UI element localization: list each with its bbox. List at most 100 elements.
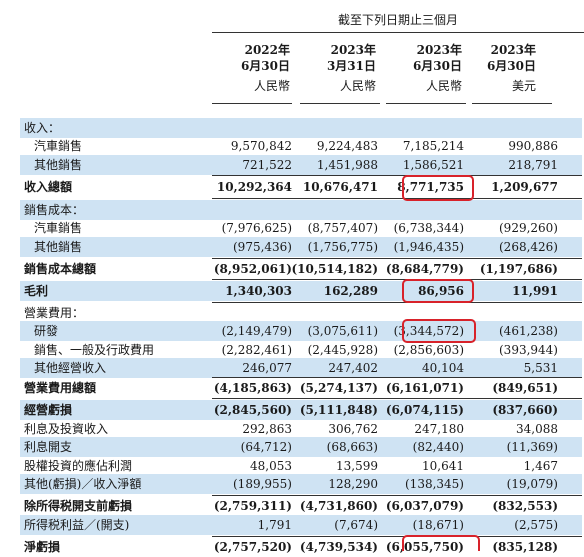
cell-value: (2,575)	[514, 518, 558, 532]
table-row: 所得税利益／(開支) 1,791 (7,674) (18,671) (2,575…	[20, 515, 582, 535]
cell-value: 10,292,364	[216, 180, 292, 194]
column-header-rule	[472, 103, 552, 104]
cell-value: (268,426)	[499, 240, 558, 254]
cell-value: (5,274,137)	[299, 381, 378, 395]
cell-value: (8,757,407)	[307, 221, 378, 235]
row-label: 利息開支	[24, 440, 73, 454]
row-label: 股權投資的應佔利潤	[24, 459, 133, 473]
cell-value: 306,762	[328, 422, 378, 436]
section-header-cost-of-sales: 銷售成本：	[20, 200, 582, 220]
cell-value: (461,238)	[499, 324, 558, 338]
cell-value: (5,111,848)	[299, 403, 378, 417]
period-header: 截至下列日期止三個月	[337, 13, 458, 27]
column-header-rule	[212, 103, 292, 104]
row-label: 其他(虧損)／收入淨額	[24, 477, 142, 491]
table-row: 股權投資的應佔利潤 48,053 13,599 10,641 1,467	[20, 456, 582, 476]
cell-value: (138,345)	[405, 477, 464, 491]
subtotal-rule	[212, 377, 582, 378]
cell-value: (837,660)	[492, 403, 558, 417]
cell-value: 8,771,735	[397, 180, 464, 194]
cell-value: (8,952,061)	[213, 262, 292, 276]
column-header-4: 2023年 6月30日 美元	[472, 42, 536, 100]
subtotal-rule	[212, 175, 582, 176]
cell-value: 13,599	[336, 459, 378, 473]
cell-value: (4,185,863)	[213, 381, 292, 395]
row-label: 經營虧損	[24, 403, 73, 417]
table-row: 銷售、一般及行政費用 (2,282,461) (2,445,928) (2,85…	[20, 340, 582, 360]
column-date: 6月30日	[412, 59, 462, 73]
table-row-net-loss: 淨虧損 (2,757,520) (4,739,534) (6,055,750) …	[20, 537, 582, 557]
row-label: 所得税利益／(開支)	[24, 518, 130, 532]
column-currency: 人民幣	[425, 79, 462, 93]
table-row-loss-before-tax: 除所得税開支前虧損 (2,759,311) (4,731,860) (6,037…	[20, 496, 582, 516]
cell-value: (19,079)	[506, 477, 558, 491]
cell-value: (832,553)	[492, 499, 558, 513]
column-header-3: 2023年 6月30日 人民幣	[386, 42, 462, 100]
column-date: 6月30日	[240, 59, 290, 73]
cell-value: 218,791	[508, 158, 558, 172]
cell-value: 1,209,677	[491, 180, 558, 194]
cell-value: (3,344,572)	[393, 324, 464, 338]
table-row-total: 收入總額 10,292,364 10,676,471 8,771,735 1,2…	[20, 177, 582, 197]
row-label: 除所得税開支前虧損	[24, 499, 133, 513]
cell-value: (6,738,344)	[393, 221, 464, 235]
cell-value: 9,570,842	[230, 139, 292, 153]
section-header-revenue: 收入：	[20, 118, 582, 138]
table-row: 研發 (2,149,479) (3,075,611) (3,344,572) (…	[20, 321, 582, 341]
row-label: 淨虧損	[24, 540, 61, 554]
row-label: 收入總額	[24, 180, 73, 194]
cell-value: 7,185,214	[402, 139, 464, 153]
row-label: 研發	[34, 324, 59, 338]
subtotal-rule	[212, 495, 582, 496]
column-year: 2023年	[330, 43, 376, 57]
cell-value: 1,791	[257, 518, 292, 532]
column-year: 2022年	[244, 43, 290, 57]
table-row-total: 銷售成本總額 (8,952,061) (10,514,182) (8,684,7…	[20, 259, 582, 279]
cell-value: 10,676,471	[302, 180, 378, 194]
cell-value: (835,128)	[492, 540, 558, 554]
table-row: 其他銷售 721,522 1,451,988 1,586,521 218,791	[20, 155, 582, 175]
cell-value: 40,104	[422, 361, 464, 375]
cell-value: 990,886	[508, 139, 558, 153]
cell-value: 246,077	[242, 361, 292, 375]
total-rule	[212, 198, 582, 199]
table-row-operating-loss: 經營虧損 (2,845,560) (5,111,848) (6,074,115)…	[20, 400, 582, 420]
row-label: 利息及投資收入	[24, 422, 109, 436]
column-currency: 人民幣	[339, 79, 376, 93]
cell-value: (6,161,071)	[385, 381, 464, 395]
cell-value: (2,845,560)	[213, 403, 292, 417]
table-row-gross-profit: 毛利 1,340,303 162,289 86,956 11,991	[20, 281, 582, 301]
cell-value: (10,514,182)	[291, 262, 378, 276]
cell-value: (4,739,534)	[299, 540, 378, 554]
cell-value: 86,956	[418, 284, 464, 298]
cell-value: (2,856,603)	[393, 343, 464, 357]
table-row-total: 營業費用總額 (4,185,863) (5,274,137) (6,161,07…	[20, 378, 582, 398]
column-header-rule	[300, 103, 380, 104]
cell-value: (2,282,461)	[221, 343, 292, 357]
column-date: 6月30日	[486, 59, 536, 73]
total-rule	[212, 279, 582, 280]
column-header-1: 2022年 6月30日 人民幣	[212, 42, 290, 100]
column-year: 2023年	[416, 43, 462, 57]
cell-value: (2,757,520)	[213, 540, 292, 554]
row-label: 營業費用：	[24, 306, 85, 320]
cell-value: (3,075,611)	[307, 324, 378, 338]
cell-value: (1,756,775)	[307, 240, 378, 254]
cell-value: 128,290	[328, 477, 378, 491]
cell-value: 721,522	[242, 158, 292, 172]
cell-value: 48,053	[250, 459, 292, 473]
cell-value: 34,088	[516, 422, 558, 436]
subtotal-rule	[212, 536, 582, 537]
cell-value: 9,224,483	[316, 139, 378, 153]
cell-value: 1,340,303	[225, 284, 292, 298]
total-rule	[212, 302, 582, 303]
cell-value: 11,991	[512, 284, 558, 298]
table-row: 其他經營收入 246,077 247,402 40,104 5,531	[20, 358, 582, 378]
cell-value: (2,445,928)	[307, 343, 378, 357]
column-header-2: 2023年 3月31日 人民幣	[300, 42, 376, 100]
column-year: 2023年	[490, 43, 536, 57]
cell-value: (1,197,686)	[479, 262, 558, 276]
cell-value: (849,651)	[492, 381, 558, 395]
column-currency: 美元	[511, 79, 536, 93]
